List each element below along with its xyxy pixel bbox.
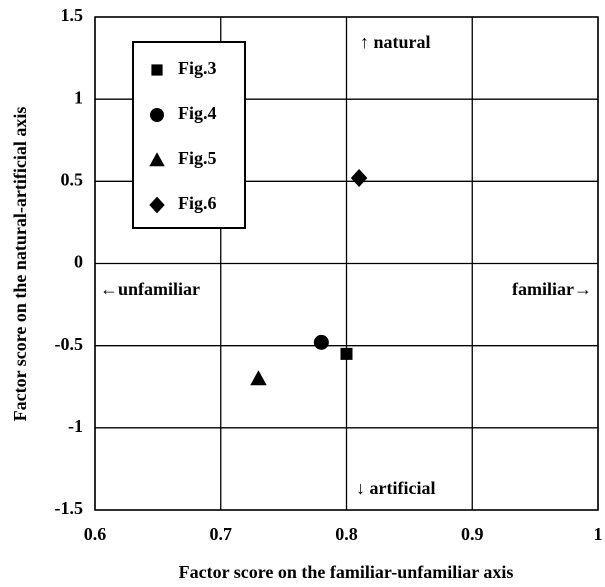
y-axis-label: Factor score on the natural-artificial a…: [10, 107, 30, 422]
legend-label: Fig.5: [178, 148, 217, 168]
x-tick-label: 0.6: [84, 524, 107, 544]
x-tick-label: 0.7: [210, 524, 233, 544]
x-tick-label: 1: [594, 524, 603, 544]
annotation: ↓ artificial: [356, 478, 435, 498]
y-tick-label: 1: [74, 87, 83, 107]
legend-marker: [151, 64, 163, 76]
annotation: ←unfamiliar: [100, 279, 200, 299]
legend-marker: [149, 152, 165, 167]
legend-label: Fig.4: [178, 103, 217, 123]
legend-label: Fig.6: [178, 193, 217, 213]
legend-marker: [150, 108, 164, 122]
point: [250, 370, 267, 386]
y-tick-label: -1: [68, 416, 83, 436]
annotation: familiar→: [512, 279, 592, 299]
y-tick-label: -0.5: [55, 334, 84, 354]
legend-label: Fig.3: [178, 58, 217, 78]
y-tick-label: -1.5: [55, 498, 84, 518]
y-tick-label: 0.5: [61, 169, 84, 189]
y-tick-label: 1.5: [61, 5, 84, 25]
annotation: ↑ natural: [360, 32, 431, 52]
x-tick-label: 0.9: [461, 524, 484, 544]
y-tick-label: 0: [74, 252, 83, 272]
legend-marker: [149, 196, 165, 214]
x-axis-label: Factor score on the familiar-unfamiliar …: [179, 562, 514, 582]
x-tick-label: 0.8: [335, 524, 358, 544]
point: [313, 334, 329, 350]
point: [340, 347, 353, 360]
point: [350, 169, 368, 188]
